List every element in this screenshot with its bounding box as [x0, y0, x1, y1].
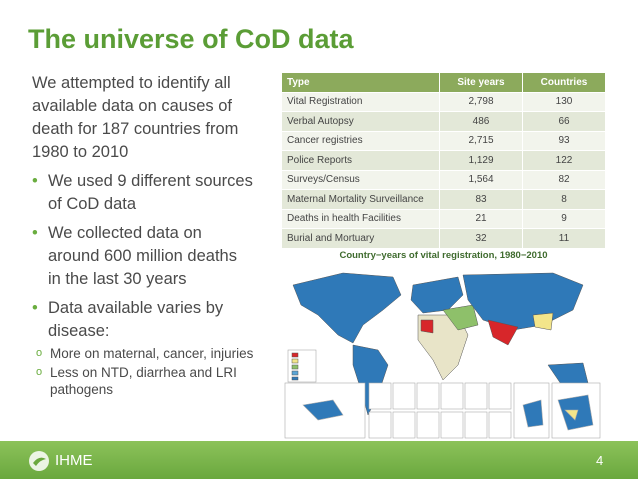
map-insets [284, 382, 601, 439]
table-header: Type Site years Countries [281, 72, 606, 93]
table-cell: Cancer registries [281, 130, 440, 151]
column-header: Type [281, 72, 440, 93]
table-cell: Maternal Mortality Surveillance [281, 189, 440, 210]
table-cell: Surveys/Census [281, 169, 440, 190]
table-cell: 21 [439, 208, 523, 229]
table-cell: Verbal Autopsy [281, 111, 440, 132]
table-row: Burial and Mortuary 32 11 [281, 228, 606, 249]
slide-title: The universe of CoD data [28, 24, 354, 54]
table-cell: 83 [439, 189, 523, 210]
table-row: Cancer registries 2,715 93 [281, 130, 606, 151]
table-row: Police Reports 1,129 122 [281, 150, 606, 171]
table-cell: 1,564 [439, 169, 523, 190]
intro: We attempted to identify all available d… [32, 74, 239, 161]
table-row: Maternal Mortality Surveillance 83 8 [281, 189, 606, 210]
table-cell: 130 [522, 91, 606, 112]
table-cell: 2,798 [439, 91, 523, 112]
sub-bullet: More on maternal, cancer, injuries [32, 345, 254, 362]
bullet: We collected data on around 600 million … [32, 222, 254, 291]
map-caption: Country−years of vital registration, 198… [339, 250, 548, 261]
table-cell: Police Reports [281, 150, 440, 171]
table-cell: 122 [522, 150, 606, 171]
page-number: 4 [596, 453, 604, 468]
footer-bar: IHME 4 [0, 441, 638, 479]
sub-bullet: Less on NTD, diarrhea and LRI pathogens [32, 364, 254, 398]
table-cell: Vital Registration [281, 91, 440, 112]
table-row: Deaths in health Facilities 21 9 [281, 208, 606, 229]
data-table: Type Site years Countries Vital Registratio… [281, 72, 606, 249]
column-header: Site years [439, 72, 523, 93]
table-cell: Deaths in health Facilities [281, 208, 440, 229]
bullet: We used 9 different sources of CoD data [32, 170, 254, 216]
table-cell: Burial and Mortuary [281, 228, 440, 249]
table-cell: 2,715 [439, 130, 523, 151]
table-cell: 93 [522, 130, 606, 151]
logo-icon [29, 451, 49, 471]
table-cell: 11 [522, 228, 606, 249]
body-text: We attempted to identify all available d… [32, 72, 254, 398]
table-row: Vital Registration 2,798 130 [281, 91, 606, 112]
table-cell: 32 [439, 228, 523, 249]
table-cell: 82 [522, 169, 606, 190]
world-map [284, 272, 601, 439]
bullet: Data available varies by disease: [32, 297, 254, 343]
table-cell: 66 [522, 111, 606, 132]
column-header: Countries [522, 72, 606, 93]
table-row: Surveys/Census 1,564 82 [281, 169, 606, 190]
table-cell: 9 [522, 208, 606, 229]
table-cell: 486 [439, 111, 523, 132]
logo-text: IHME [55, 452, 93, 469]
map-shapes [287, 272, 589, 416]
table-cell: 8 [522, 189, 606, 210]
table-row: Verbal Autopsy 486 66 [281, 111, 606, 132]
table-cell: 1,129 [439, 150, 523, 171]
